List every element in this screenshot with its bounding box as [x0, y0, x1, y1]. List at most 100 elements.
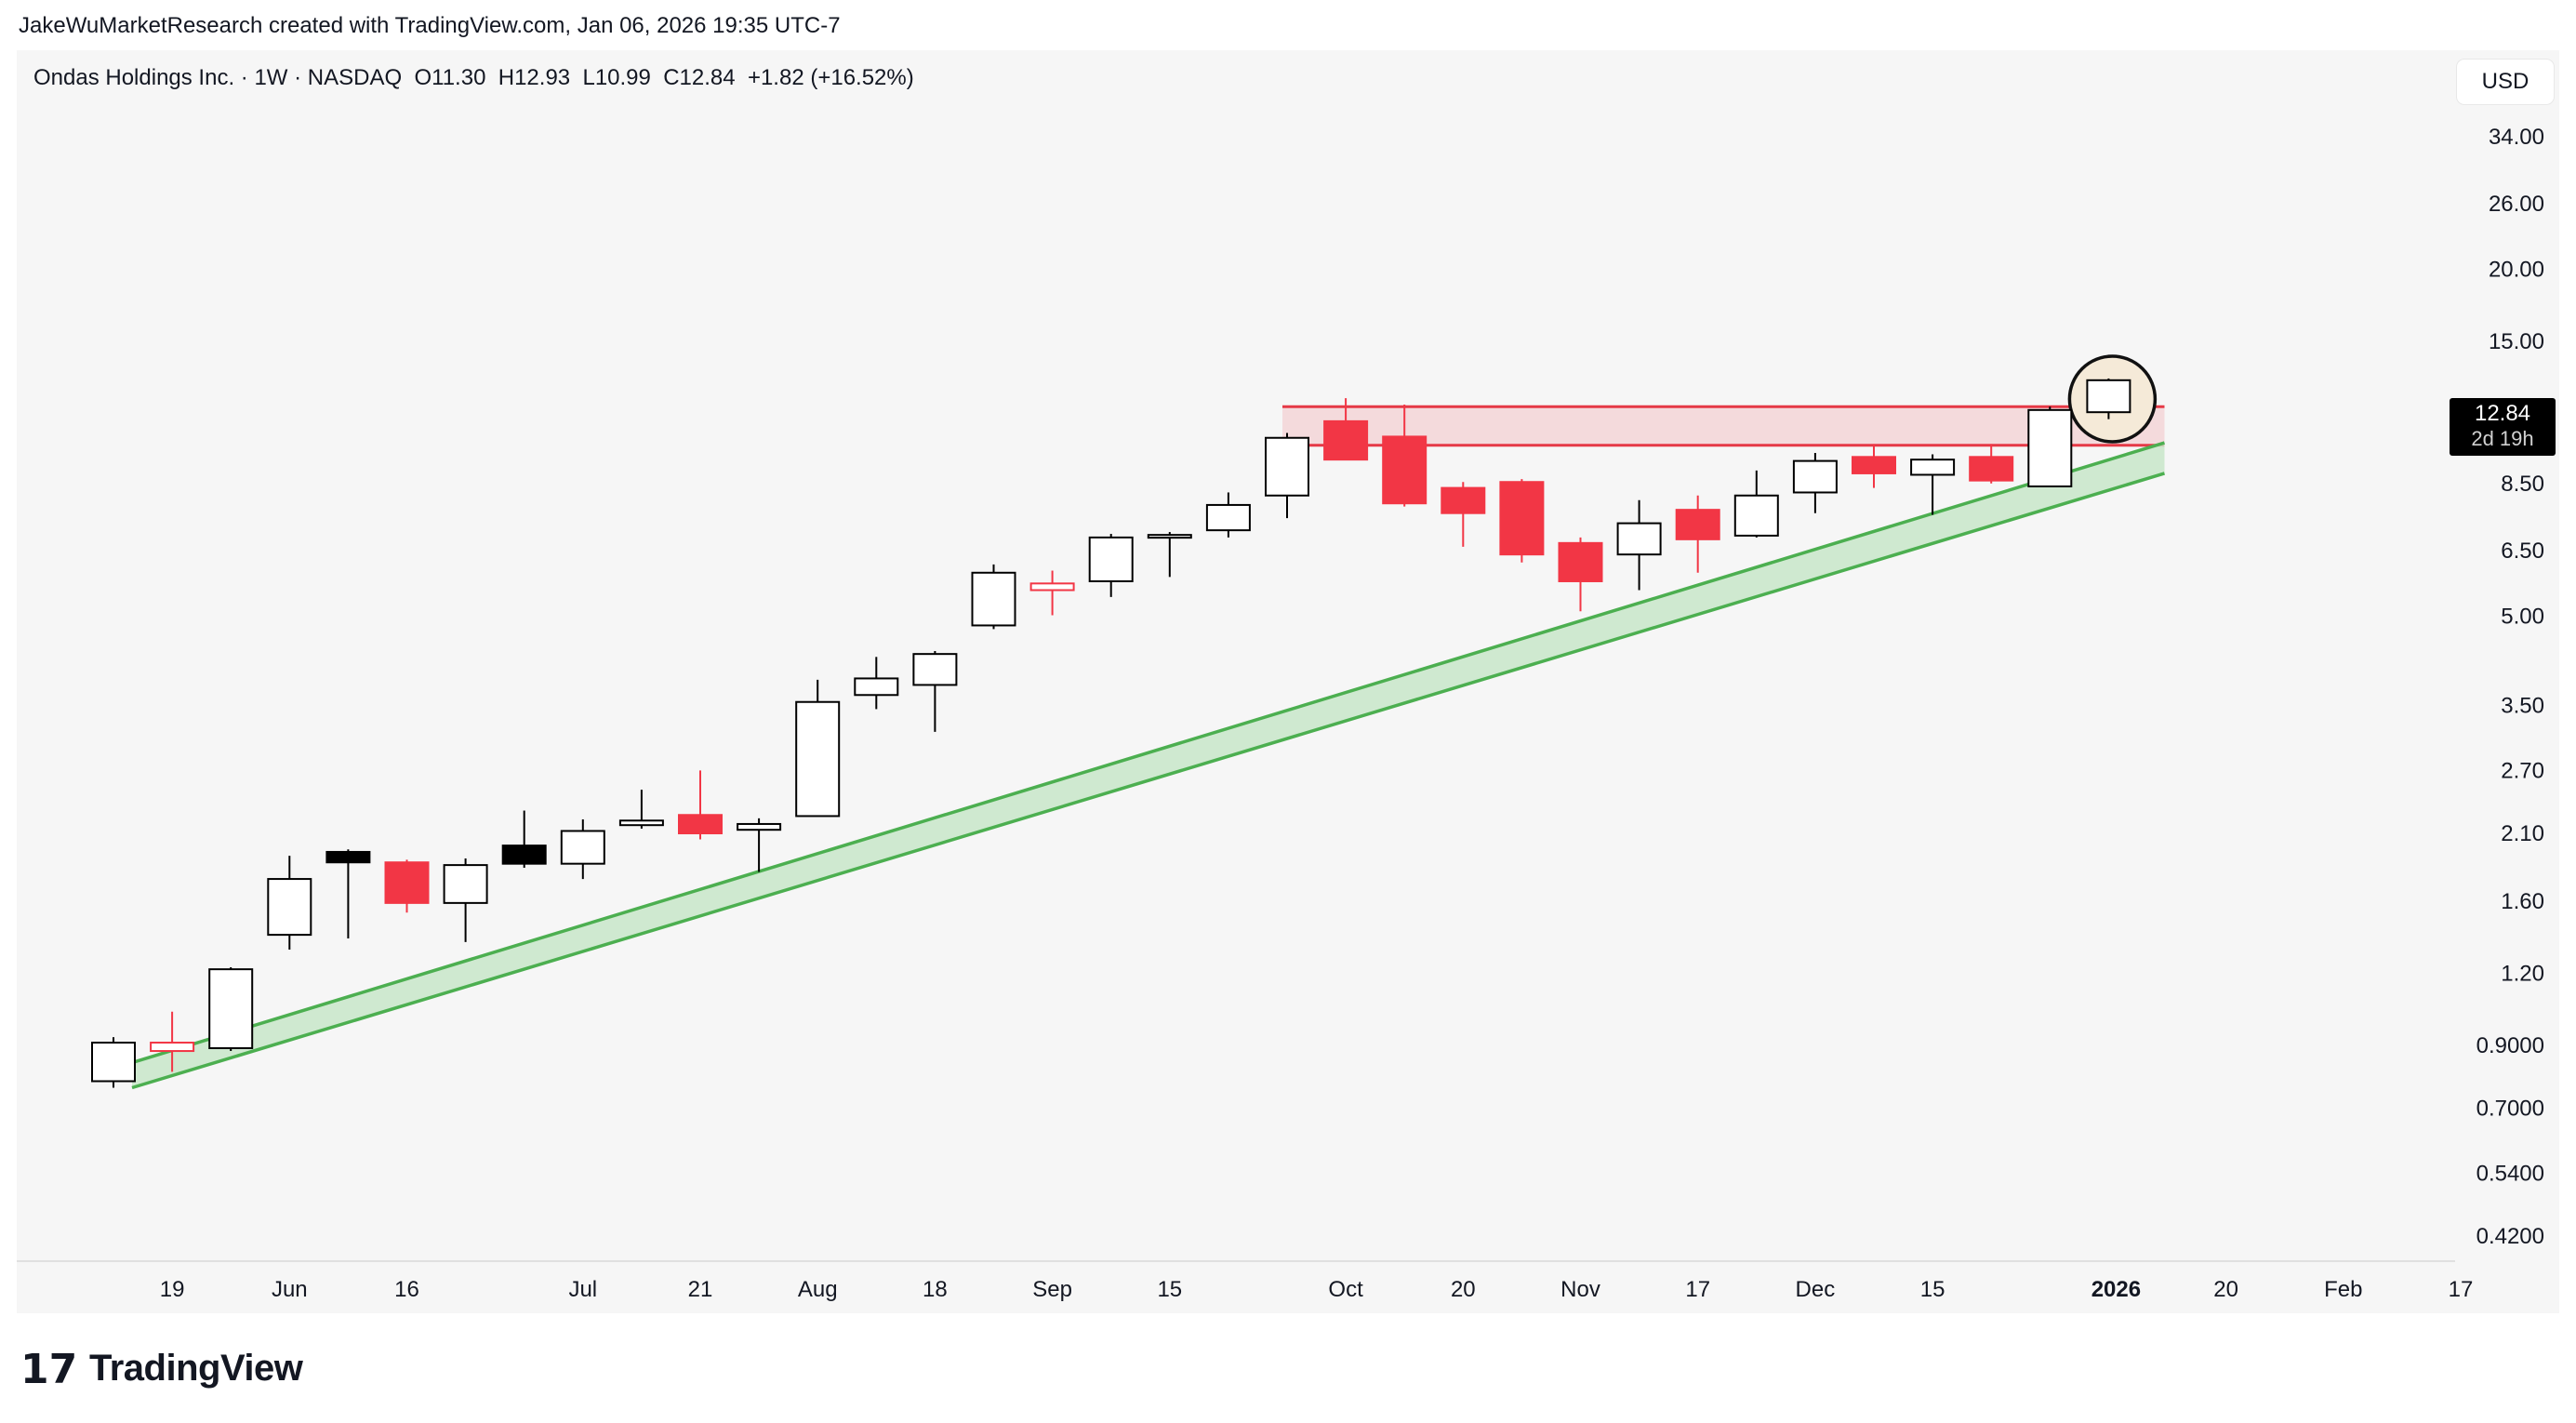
candle[interactable]: [1969, 444, 2014, 484]
candle-body: [971, 571, 1016, 627]
candle[interactable]: [1499, 479, 1545, 563]
time-axis-label: 20: [1451, 1277, 1476, 1302]
price-axis-label: 34.00: [2489, 125, 2544, 150]
candle[interactable]: [795, 679, 841, 818]
candle[interactable]: [1558, 537, 1603, 612]
last-price-value: 12.84: [2474, 401, 2531, 426]
candle[interactable]: [1088, 533, 1134, 597]
price-axis-label: 2.70: [2501, 758, 2544, 783]
candle-body: [1323, 419, 1369, 461]
candle[interactable]: [1441, 482, 1486, 547]
support-channel-lower-line[interactable]: [131, 472, 2166, 1090]
candle[interactable]: [1265, 432, 1309, 519]
tradingview-wordmark: TradingView: [89, 1347, 303, 1389]
candle[interactable]: [971, 564, 1016, 630]
price-axis-label: 8.50: [2501, 472, 2544, 497]
candle-body: [2086, 379, 2131, 414]
candles-layer: [91, 378, 2131, 1088]
last-price-label: 12.84 2d 19h: [2450, 398, 2556, 456]
candle[interactable]: [2027, 406, 2073, 487]
candle[interactable]: [1382, 404, 1427, 507]
candle[interactable]: [1205, 492, 1251, 538]
time-axis-label: Aug: [798, 1277, 838, 1302]
candle-body: [91, 1042, 136, 1083]
candle[interactable]: [1029, 570, 1075, 616]
price-axis-label: 15.00: [2489, 329, 2544, 354]
candle[interactable]: [2086, 378, 2131, 419]
candle-body: [1265, 436, 1309, 497]
candle[interactable]: [1733, 470, 1779, 538]
time-axis-label: Jul: [568, 1277, 597, 1302]
candle[interactable]: [208, 966, 254, 1052]
support-channel-upper-line[interactable]: [131, 441, 2166, 1065]
time-axis-label: 18: [923, 1277, 948, 1302]
candle-body: [1852, 456, 1896, 474]
candle-body: [1558, 541, 1603, 582]
candle-body: [1029, 582, 1075, 592]
candle-body: [1616, 522, 1662, 556]
resistance-zone[interactable]: [1282, 406, 2165, 446]
candle[interactable]: [560, 819, 605, 880]
candle[interactable]: [912, 651, 958, 732]
support-channel-fill[interactable]: [132, 443, 2165, 1088]
time-axis-label: Jun: [272, 1277, 308, 1302]
time-axis-label: Dec: [1796, 1277, 1836, 1302]
candle[interactable]: [91, 1037, 136, 1088]
candle-body: [1205, 503, 1251, 532]
time-axis-label: Nov: [1560, 1277, 1600, 1302]
annotation-layer: [131, 354, 2166, 1090]
candle[interactable]: [1792, 453, 1838, 513]
price-axis-label: 26.00: [2489, 192, 2544, 217]
time-axis-label: 20: [2213, 1277, 2238, 1302]
time-axis-label: 2026: [2091, 1277, 2141, 1302]
candle-body: [267, 878, 312, 937]
candle-body: [618, 819, 664, 827]
time-axis-label: 19: [160, 1277, 185, 1302]
candle-body: [1969, 456, 2014, 482]
candle[interactable]: [267, 856, 312, 950]
candle-body: [1382, 435, 1427, 505]
time-axis-label: 15: [1157, 1277, 1182, 1302]
price-axis-label: 5.00: [2501, 605, 2544, 630]
candle[interactable]: [1323, 398, 1369, 461]
candle[interactable]: [150, 1011, 195, 1072]
price-axis-label: 1.20: [2501, 962, 2544, 987]
price-axis-label: 20.00: [2489, 258, 2544, 283]
tradingview-logo-icon: 17: [20, 1351, 77, 1385]
candle[interactable]: [1147, 532, 1192, 578]
tradingview-brand[interactable]: 17 TradingView: [20, 1345, 303, 1391]
candle-body: [1088, 536, 1134, 582]
candle-body: [1910, 459, 1956, 476]
candle[interactable]: [443, 858, 488, 942]
price-axis-label: 2.10: [2501, 821, 2544, 846]
tradingview-logo-mark: 17: [20, 1351, 77, 1385]
candle-body: [150, 1042, 195, 1053]
candle[interactable]: [1675, 495, 1720, 573]
candle-body: [912, 653, 958, 686]
candle[interactable]: [618, 790, 664, 829]
candle[interactable]: [1616, 499, 1662, 591]
currency-button[interactable]: USD: [2457, 60, 2554, 104]
candle-body: [208, 968, 254, 1050]
candle[interactable]: [501, 810, 547, 869]
candle-body: [501, 844, 547, 865]
candle-body: [678, 814, 723, 835]
candle-body: [384, 861, 430, 904]
candle[interactable]: [854, 657, 899, 710]
candle[interactable]: [384, 859, 430, 913]
chart-area[interactable]: 44.0034.0026.0020.0015.0011.008.506.505.…: [17, 50, 2559, 1313]
candle-body: [1792, 459, 1838, 494]
candle[interactable]: [325, 849, 371, 938]
candle-body: [1675, 509, 1720, 540]
candle[interactable]: [1910, 454, 1956, 515]
chart-caption: JakeWuMarketResearch created with Tradin…: [19, 13, 841, 38]
candle[interactable]: [737, 818, 782, 872]
time-axis-label: 16: [394, 1277, 419, 1302]
candlestick-chart[interactable]: 44.0034.0026.0020.0015.0011.008.506.505.…: [17, 50, 2559, 1313]
time-axis-label: 17: [1685, 1277, 1710, 1302]
candle-body: [1147, 534, 1192, 539]
candle[interactable]: [1852, 444, 1896, 488]
price-axis-label: 0.5400: [2476, 1161, 2544, 1186]
candle[interactable]: [678, 770, 723, 840]
symbol-info[interactable]: Ondas Holdings Inc. · 1W · NASDAQ O11.30…: [33, 65, 914, 90]
